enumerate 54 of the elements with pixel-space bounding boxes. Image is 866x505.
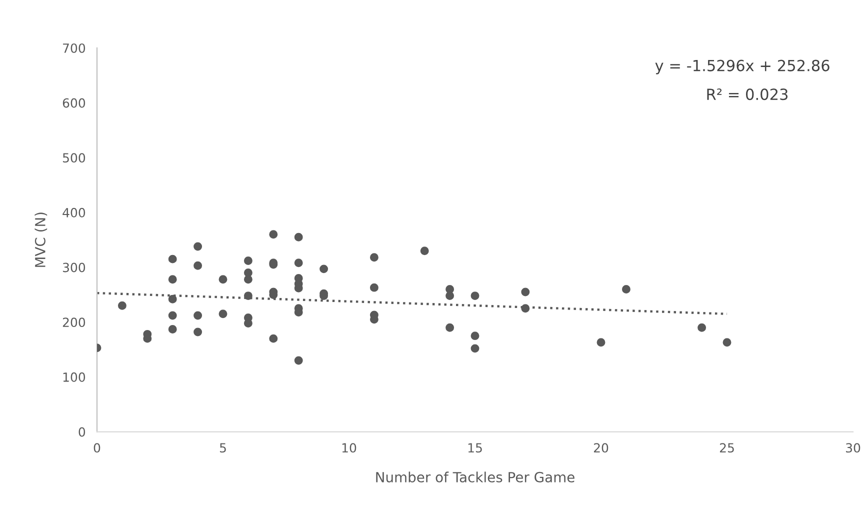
point bbox=[244, 256, 252, 265]
y-axis-title: MVC (N) bbox=[34, 212, 48, 267]
point bbox=[370, 283, 378, 292]
y-tick-label: 0 bbox=[78, 427, 86, 437]
y-tick-label: 200 bbox=[62, 318, 86, 328]
point bbox=[244, 275, 252, 284]
x-tick-label: 15 bbox=[468, 443, 482, 453]
point bbox=[470, 332, 480, 340]
point bbox=[218, 275, 228, 284]
point bbox=[168, 254, 177, 264]
point bbox=[446, 323, 454, 332]
point bbox=[218, 310, 228, 318]
point bbox=[420, 246, 429, 256]
point bbox=[269, 334, 278, 343]
y-tick-label: 100 bbox=[63, 372, 86, 382]
y-tick-label: 500 bbox=[62, 153, 86, 163]
annotation: y = -1.5296x + 252.86 bbox=[655, 60, 830, 74]
point bbox=[168, 294, 177, 304]
point bbox=[521, 288, 530, 296]
y-tick-label: 400 bbox=[62, 208, 86, 218]
x-tick-label: 20 bbox=[594, 443, 608, 453]
point bbox=[168, 275, 177, 284]
y-tick-label: 700 bbox=[63, 43, 86, 53]
point bbox=[194, 311, 202, 320]
point bbox=[320, 264, 328, 274]
point bbox=[294, 232, 303, 242]
x-tick-label: 10 bbox=[342, 443, 356, 453]
point bbox=[596, 338, 606, 347]
point bbox=[244, 292, 252, 300]
y-tick-label: 600 bbox=[62, 98, 86, 108]
point bbox=[698, 323, 706, 332]
point bbox=[168, 325, 177, 334]
point bbox=[622, 284, 630, 294]
point bbox=[370, 253, 378, 262]
point bbox=[294, 258, 303, 268]
point bbox=[470, 344, 480, 353]
x-tick-label: 25 bbox=[720, 443, 734, 453]
x-tick-label: 5 bbox=[220, 443, 226, 453]
point bbox=[521, 304, 530, 313]
point bbox=[194, 261, 202, 270]
annotation: R² = 0.023 bbox=[707, 88, 788, 100]
point bbox=[294, 356, 303, 365]
point bbox=[446, 292, 454, 300]
x-tick-label: 30 bbox=[846, 443, 860, 453]
point bbox=[194, 328, 202, 336]
y-tick-label: 300 bbox=[62, 262, 86, 272]
point bbox=[269, 230, 278, 239]
point bbox=[470, 292, 480, 300]
point bbox=[194, 242, 202, 251]
x-axis-title: Number of Tackles Per Game bbox=[376, 472, 574, 482]
x-tick-label: 0 bbox=[94, 443, 100, 453]
point bbox=[722, 338, 732, 347]
point bbox=[168, 311, 177, 320]
point bbox=[118, 301, 126, 310]
